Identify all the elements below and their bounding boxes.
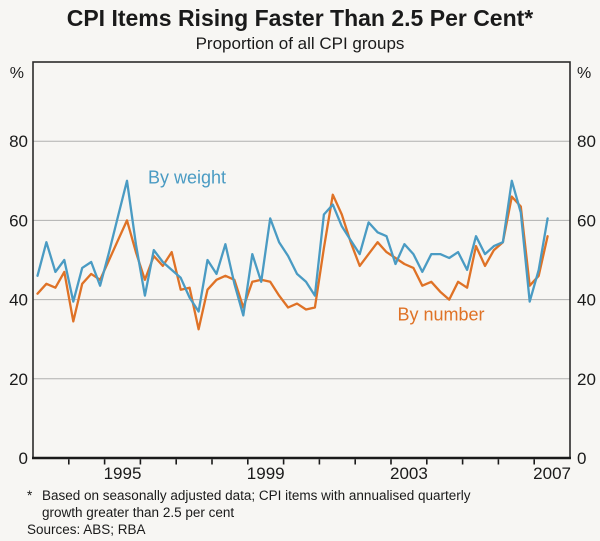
y-tick-label-right-80: 80	[577, 132, 596, 151]
y-tick-label-left-80: 80	[9, 132, 28, 151]
footnote-marker: *	[27, 488, 33, 503]
series-label-by-weight: By weight	[147, 167, 227, 188]
series-label-by-number: By number	[397, 304, 485, 325]
x-tick-label-1995: 1995	[104, 464, 142, 483]
x-tick-label-1999: 1999	[247, 464, 285, 483]
y-tick-label-left-60: 60	[9, 211, 28, 230]
footnote-line-2: growth greater than 2.5 per cent	[42, 505, 235, 521]
footnote: * Based on seasonally adjusted data; CPI…	[27, 487, 575, 522]
chart-subtitle: Proportion of all CPI groups	[195, 34, 405, 53]
footnote-line-1: Based on seasonally adjusted data; CPI i…	[42, 488, 471, 503]
y-tick-label-right-20: 20	[577, 370, 596, 389]
y-tick-label-right-60: 60	[577, 211, 596, 230]
x-tick-label-2003: 2003	[390, 464, 428, 483]
sources-line: Sources: ABS; RBA	[27, 522, 146, 537]
y-axis-unit-right: %	[577, 65, 591, 82]
y-tick-label-right-0: 0	[577, 449, 586, 468]
y-tick-label-right-40: 40	[577, 291, 596, 310]
y-tick-label-left-20: 20	[9, 370, 28, 389]
y-tick-label-left-40: 40	[9, 291, 28, 310]
y-axis-unit-left: %	[10, 65, 24, 82]
series-line-by-weight	[36, 179, 549, 317]
chart-title: CPI Items Rising Faster Than 2.5 Per Cen…	[66, 5, 534, 31]
x-tick-label-2007: 2007	[533, 464, 571, 483]
y-tick-label-left-0: 0	[19, 449, 28, 468]
series-line-by-number	[36, 193, 549, 331]
